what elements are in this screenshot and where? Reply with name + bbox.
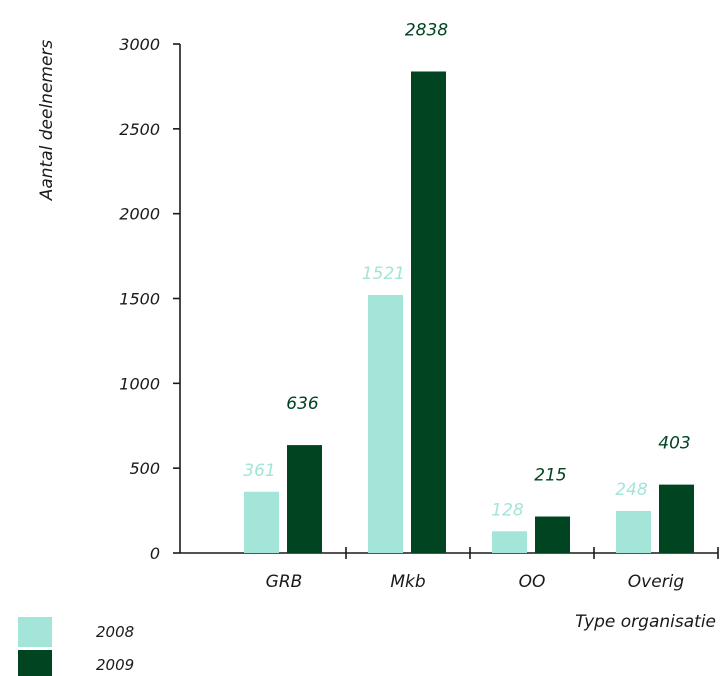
- bar-value-label: 215: [534, 466, 566, 486]
- bar-value-label: 403: [658, 434, 690, 454]
- x-category-label: GRB: [266, 572, 303, 592]
- bar: [287, 445, 322, 553]
- y-tick-label: 2500: [119, 120, 160, 139]
- y-axis-title: Aantal deelnemers: [37, 40, 57, 202]
- bar-value-label: 128: [491, 500, 524, 520]
- bar-value-label: 361: [243, 461, 275, 481]
- x-category-label: OO: [519, 572, 546, 592]
- legend-label: 2009: [96, 656, 134, 674]
- y-tick-label: 0: [150, 544, 160, 563]
- bar-value-label: 636: [286, 394, 319, 414]
- bar-value-label: 2838: [405, 20, 448, 40]
- y-tick-label: 1500: [119, 290, 160, 309]
- y-tick-label: 3000: [119, 35, 160, 54]
- axes: 0 500 1000 1500 2000 2500 3000 GRB Mkb OO Overig: [119, 35, 719, 592]
- x-category-label: Mkb: [390, 572, 425, 592]
- x-axis-title: Type organisatie: [575, 612, 716, 632]
- bar: [659, 484, 694, 553]
- x-category-label: Overig: [628, 572, 685, 592]
- legend: 2008 2009: [18, 617, 134, 676]
- legend-label: 2008: [96, 623, 134, 641]
- bar: [368, 294, 403, 553]
- y-tick-label: 500: [129, 459, 160, 478]
- legend-swatch: [18, 617, 52, 647]
- y-tick-label: 1000: [119, 374, 160, 393]
- bar: [616, 510, 651, 553]
- bar: [535, 516, 570, 553]
- legend-swatch: [18, 650, 52, 676]
- bars: [244, 71, 694, 554]
- y-tick-label: 2000: [119, 205, 160, 224]
- bar: [492, 531, 527, 553]
- data-labels: 361 636 1521 2838 128 215 248 403: [243, 20, 690, 520]
- bar-value-label: 1521: [362, 264, 405, 284]
- bar: [411, 71, 446, 554]
- bar-value-label: 248: [615, 480, 648, 500]
- bar: [244, 491, 279, 553]
